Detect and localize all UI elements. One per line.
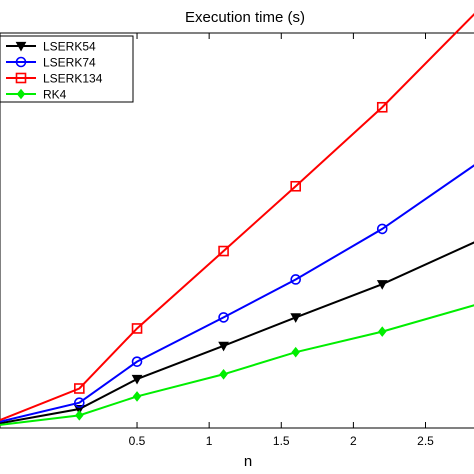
data-point (131, 374, 143, 385)
data-point (131, 356, 143, 367)
data-point (376, 101, 388, 113)
chart-title: Execution time (s) (185, 9, 305, 26)
data-point (291, 346, 300, 358)
legend-items: LSERK54 LSERK74 LSERK134 RK4 (6, 40, 103, 102)
legend-item-rk4: RK4 (6, 88, 67, 102)
legend-item-lserk74: LSERK74 (6, 56, 96, 70)
legend-label: RK4 (43, 88, 67, 102)
data-point (219, 368, 228, 380)
series-rk4 (0, 304, 474, 426)
data-point (378, 326, 387, 337)
data-point (376, 280, 388, 290)
series-lserk134 (0, 13, 474, 422)
data-point (218, 245, 229, 257)
data-point (74, 383, 85, 394)
series-line (0, 13, 474, 422)
data-point (132, 391, 142, 402)
data-point (290, 180, 301, 192)
x-tick-label: 1 (206, 434, 213, 448)
legend-item-lserk134: LSERK134 (6, 72, 103, 86)
series-layer (0, 13, 474, 426)
series-lserk74 (0, 164, 474, 423)
series-line (0, 164, 474, 423)
data-point (75, 410, 84, 421)
x-tick-label: 1.5 (273, 434, 290, 448)
legend-label: LSERK74 (43, 56, 96, 70)
data-point (290, 313, 302, 323)
data-point (218, 312, 229, 323)
legend-item-lserk54: LSERK54 (6, 40, 96, 54)
legend-marker (15, 56, 27, 68)
data-point (218, 341, 229, 352)
legend-marker (15, 72, 27, 84)
x-tick-label: 2.5 (417, 434, 434, 448)
data-point (74, 397, 85, 409)
data-point (376, 223, 388, 235)
legend: LSERK54 LSERK74 LSERK134 RK4 (0, 35, 134, 103)
data-point (290, 274, 301, 285)
legend-marker (15, 41, 27, 52)
x-tick-label: 2 (350, 434, 357, 448)
legend-label: LSERK134 (43, 72, 103, 86)
x-tick-label: 0.5 (129, 434, 146, 448)
x-axis-ticks: 0.5 1 1.5 2 2.5 (129, 33, 434, 448)
data-point (131, 323, 143, 334)
x-axis-label: n (244, 453, 252, 470)
legend-label: LSERK54 (43, 40, 96, 54)
legend-marker (16, 88, 26, 100)
